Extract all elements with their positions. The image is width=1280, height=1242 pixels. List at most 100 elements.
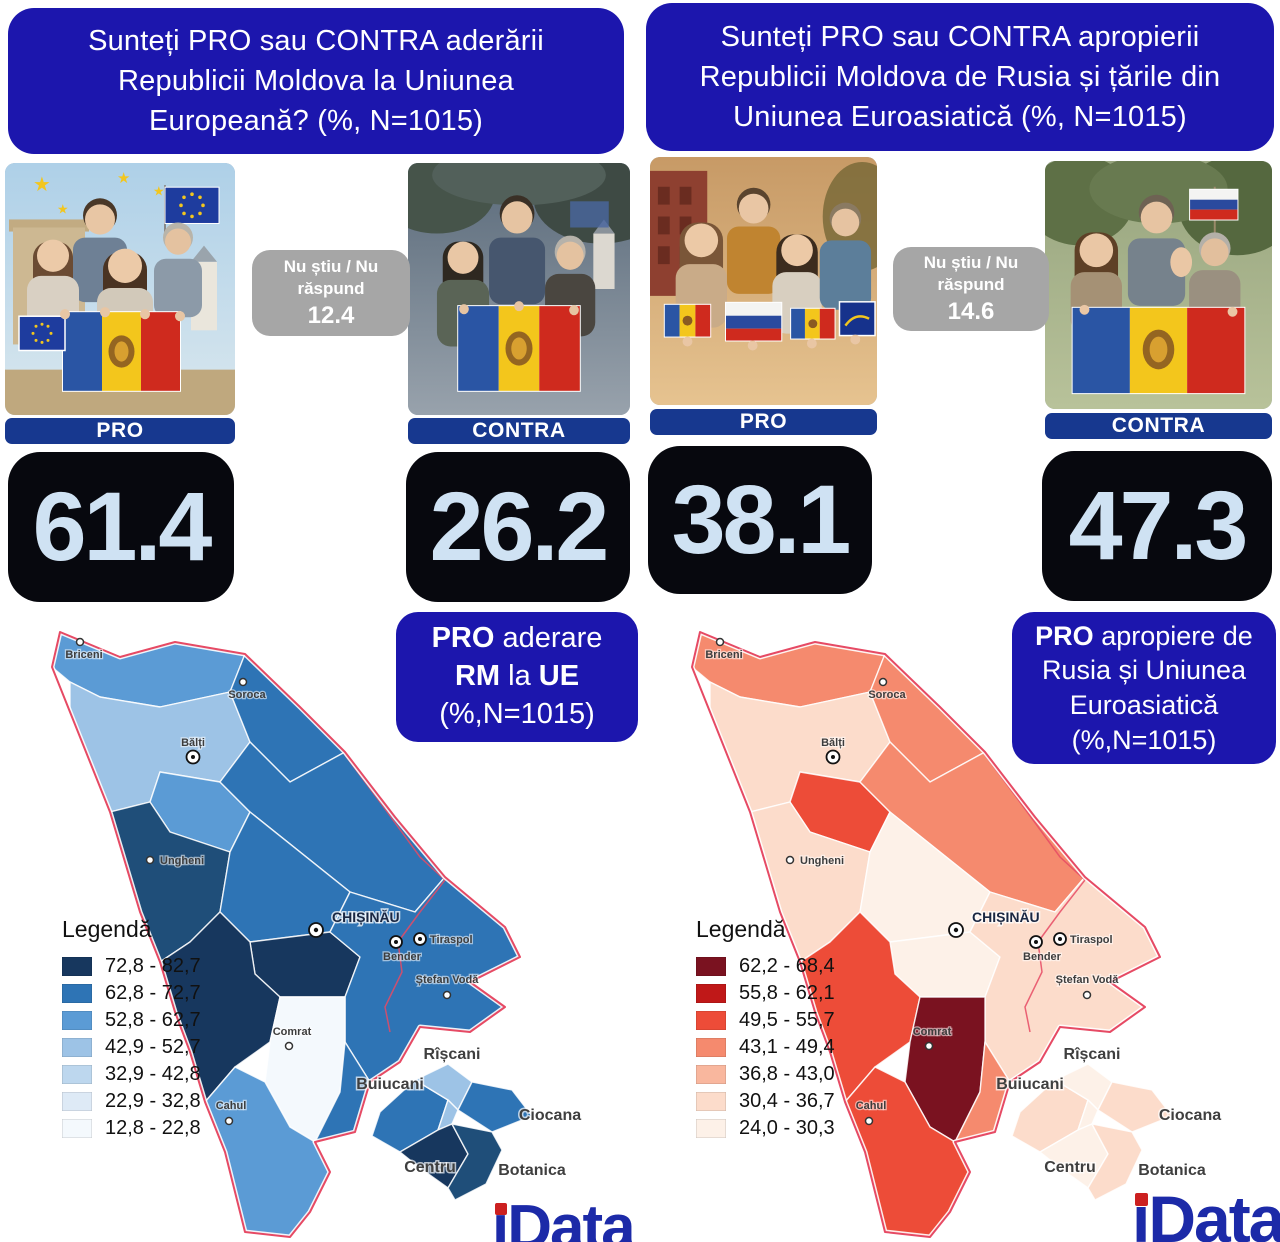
moldova-flag-small xyxy=(790,307,836,340)
legend-range: 55,8 - 62,1 xyxy=(739,982,835,1004)
legend-row: 32,9 - 42,8 xyxy=(62,1061,277,1088)
legend-row: 22,9 - 32,8 xyxy=(62,1088,277,1115)
legend-right: Legendă 62,2 - 68,4 55,8 - 62,1 49,5 - 5… xyxy=(696,916,911,1142)
label-bar-contra-right: CONTRA xyxy=(1045,413,1272,439)
title-line: Uniunea Euroasiatică (%, N=1015) xyxy=(733,101,1187,133)
idata-logo-text: iData xyxy=(492,1197,636,1242)
map-title-right: PRO apropiere de Rusia și Uniunea Euroas… xyxy=(1012,612,1276,764)
title-line: Sunteți PRO sau CONTRA aderării xyxy=(88,24,544,57)
city-label-cahul: Cahul xyxy=(856,1100,887,1112)
chisinau-sector-inset: Rîșcani Buiucani Ciocana Centru Botanica xyxy=(995,1045,1223,1201)
legend-range: 32,9 - 42,8 xyxy=(105,1063,201,1085)
blurred-flag xyxy=(570,201,609,228)
legend-swatch xyxy=(62,957,92,976)
title-line: Sunteți PRO sau CONTRA apropierii xyxy=(720,20,1200,53)
sector-label-ciocana: Ciocana xyxy=(519,1107,581,1124)
map-title-left: PRO aderare RM la UE (%,N=1015) xyxy=(396,612,638,742)
eu-star-icon: ★ xyxy=(33,174,51,196)
sector-label-botanica: Botanica xyxy=(1138,1162,1206,1179)
dont-know-line: Nu știu / Nu xyxy=(283,257,379,277)
eu-flag-small xyxy=(18,315,66,352)
map-title-line: Rusia și Uniunea xyxy=(1041,655,1247,686)
sector-label-buiucani: Buiucani xyxy=(996,1076,1064,1093)
legend-range: 42,9 - 52,7 xyxy=(105,1036,201,1058)
map-pro-eu: Rîșcani Buiucani Ciocana Centru Botanica… xyxy=(49,629,583,1240)
legend-swatch xyxy=(62,1119,92,1138)
eurasian-union-flag xyxy=(838,301,876,337)
photo-pro-russia xyxy=(650,157,877,405)
map-title-line: (%,N=1015) xyxy=(1071,724,1217,755)
legend-row: 55,8 - 62,1 xyxy=(696,980,911,1007)
city-labels: Briceni Soroca Bălți Ungheni CHIȘINĂU Be… xyxy=(704,648,1120,1114)
moldova-flag-small xyxy=(663,303,712,338)
idata-logo-dot xyxy=(495,1203,507,1215)
legend-range: 43,1 - 49,4 xyxy=(739,1036,835,1058)
city-markers xyxy=(715,637,1092,1126)
dont-know-line: Nu știu / Nu xyxy=(923,253,1019,273)
map-title-line: (%,N=1015) xyxy=(439,697,595,730)
legend-range: 72,8 - 82,7 xyxy=(105,955,201,977)
photo-contra-russia-illustration xyxy=(1045,161,1272,409)
photo-pro-eu-illustration: ★ ★ ★ ★ xyxy=(5,163,235,415)
moldova-flag xyxy=(62,311,181,392)
city-label-tiraspol: Tiraspol xyxy=(1070,934,1113,946)
sector-label-ciocana: Ciocana xyxy=(1159,1107,1221,1124)
legend-swatch xyxy=(696,1092,726,1111)
city-label-comrat: Comrat xyxy=(913,1026,952,1038)
value-pro-eu: 61.4 xyxy=(8,452,234,602)
legend-range: 49,5 - 55,7 xyxy=(739,1009,835,1031)
legend-range: 30,4 - 36,7 xyxy=(739,1090,835,1112)
idata-logo-text: iData xyxy=(1132,1186,1280,1242)
city-label-briceni: Briceni xyxy=(705,649,742,661)
idata-logo-right: iData xyxy=(1132,1186,1280,1242)
legend-swatch xyxy=(62,1092,92,1111)
city-label-soroca: Soroca xyxy=(228,689,266,701)
map-title-line: PRO apropiere de xyxy=(1035,620,1253,651)
sector-label-botanica: Botanica xyxy=(498,1162,566,1179)
city-markers xyxy=(75,637,452,1126)
legend-title: Legendă xyxy=(62,916,152,942)
legend-range: 36,8 - 43,0 xyxy=(739,1063,835,1085)
legend-row: 36,8 - 43,0 xyxy=(696,1061,911,1088)
city-label-briceni: Briceni xyxy=(65,649,102,661)
chisinau-sector-inset: Rîșcani Buiucani Ciocana Centru Botanica xyxy=(355,1045,583,1201)
legend-swatch xyxy=(696,1119,726,1138)
dont-know-box-right: Nu știu / Nu răspund 14.6 xyxy=(893,247,1049,331)
city-label-bender: Bender xyxy=(1023,951,1062,963)
label-bar-pro-left: PRO xyxy=(5,418,235,444)
title-line: Europeană? (%, N=1015) xyxy=(148,105,484,137)
legend-swatch xyxy=(696,1065,726,1084)
moldova-flag xyxy=(457,305,581,392)
city-labels: Briceni Soroca Bălți Ungheni CHIȘINĂU Be… xyxy=(64,648,480,1114)
eu-flag xyxy=(164,186,220,224)
eu-star-icon: ★ xyxy=(57,201,69,216)
label-bar-pro-right: PRO xyxy=(650,409,877,435)
title-line: Republicii Moldova la Uniunea xyxy=(118,64,514,97)
city-label-ungheni: Ungheni xyxy=(160,855,204,867)
legend-row: 24,0 - 30,3 xyxy=(696,1115,911,1142)
legend-range: 62,2 - 68,4 xyxy=(739,955,835,977)
dont-know-value: 14.6 xyxy=(947,297,995,325)
dont-know-line: răspund xyxy=(297,278,365,298)
city-label-tiraspol: Tiraspol xyxy=(430,934,473,946)
legend-row: 72,8 - 82,7 xyxy=(62,953,277,980)
legend-range: 24,0 - 30,3 xyxy=(739,1117,835,1139)
title-line: Republicii Moldova de Rusia și țările di… xyxy=(699,60,1221,93)
eu-star-icon: ★ xyxy=(153,183,165,198)
city-label-cahul: Cahul xyxy=(216,1100,247,1112)
legend-row: 49,5 - 55,7 xyxy=(696,1007,911,1034)
dont-know-line: răspund xyxy=(937,274,1005,294)
photo-contra-eu-illustration xyxy=(408,163,630,415)
idata-logo-left: iData xyxy=(492,1197,660,1242)
city-label-balti: Bălți xyxy=(821,737,845,749)
idata-logo-dot xyxy=(1135,1193,1148,1206)
moldova-flag xyxy=(1071,306,1246,395)
map-title-line: PRO aderare xyxy=(431,622,603,655)
value-contra-russia: 47.3 xyxy=(1042,451,1272,601)
city-label-soroca: Soroca xyxy=(868,689,906,701)
city-label-ungheni: Ungheni xyxy=(800,855,844,867)
legend-row: 12,8 - 22,8 xyxy=(62,1115,277,1142)
map-pro-russia: Rîșcani Buiucani Ciocana Centru Botanica… xyxy=(689,629,1223,1240)
legend-row: 43,1 - 49,4 xyxy=(696,1034,911,1061)
legend-row: 62,2 - 68,4 xyxy=(696,953,911,980)
